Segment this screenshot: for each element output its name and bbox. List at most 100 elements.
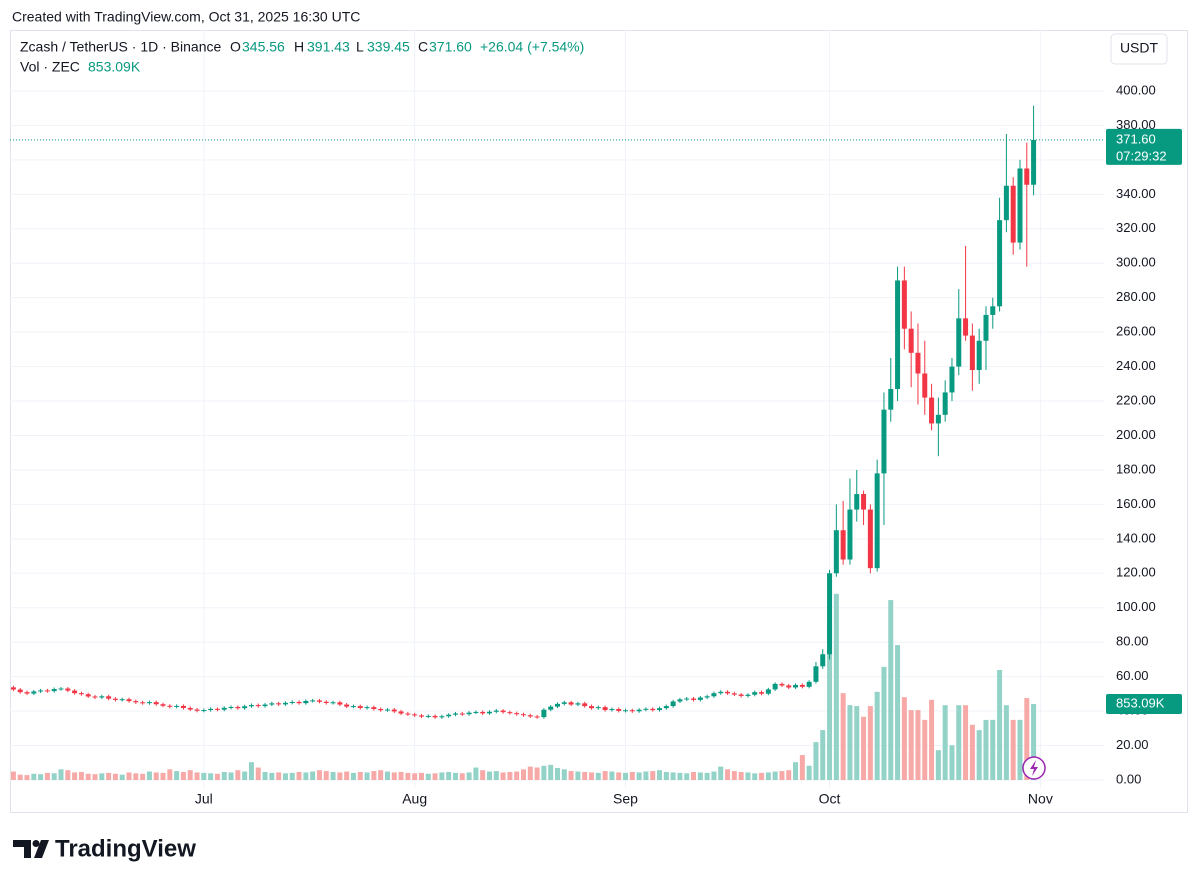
lightning bbox=[1030, 760, 1038, 776]
volume-bar bbox=[799, 755, 805, 780]
countdown: 07:29:32 bbox=[1116, 148, 1167, 163]
candle-body bbox=[643, 708, 649, 710]
volume-bar bbox=[153, 772, 159, 780]
volume-bar bbox=[650, 771, 656, 780]
volume-bar bbox=[38, 774, 44, 780]
candle-body bbox=[602, 707, 608, 711]
candle-body bbox=[289, 701, 295, 703]
candle-body bbox=[269, 703, 275, 705]
volume-bar bbox=[235, 770, 241, 780]
candle-body bbox=[78, 693, 84, 695]
volume-bar bbox=[942, 705, 948, 780]
y-tick-label: 220.00 bbox=[1116, 392, 1156, 407]
volume-bar bbox=[146, 771, 152, 780]
volume-bar bbox=[779, 771, 785, 780]
y-tick-label: 100.00 bbox=[1116, 599, 1156, 614]
volume-bar bbox=[956, 705, 962, 780]
volume-bar bbox=[65, 770, 71, 780]
volume-bar bbox=[357, 771, 363, 780]
volume-bar bbox=[459, 773, 465, 780]
ohlc-letter: L bbox=[356, 39, 364, 55]
volume-bar bbox=[534, 767, 540, 780]
candle-body bbox=[895, 280, 901, 389]
candle-body bbox=[405, 713, 411, 715]
candle-body bbox=[854, 494, 860, 510]
chart-frame bbox=[10, 30, 1188, 813]
volume-bar bbox=[44, 772, 50, 780]
price-tag bbox=[1106, 128, 1182, 165]
volume-bar bbox=[398, 771, 404, 780]
volume-bar bbox=[208, 773, 214, 780]
candle-body bbox=[589, 706, 595, 709]
volume-value: 853.09K bbox=[88, 59, 141, 75]
volume-bar bbox=[813, 742, 819, 780]
volume-bar bbox=[793, 762, 799, 780]
volume-bar bbox=[704, 772, 710, 780]
candle-body bbox=[555, 703, 560, 707]
candle-body bbox=[623, 710, 629, 712]
volume-bar bbox=[616, 772, 622, 780]
candle-body bbox=[493, 710, 499, 712]
volume-bar bbox=[568, 771, 574, 780]
candle-body bbox=[31, 691, 37, 694]
candle-body bbox=[85, 694, 91, 697]
candle-body bbox=[133, 701, 139, 703]
volume-bar bbox=[561, 769, 567, 780]
candle-body bbox=[446, 714, 452, 717]
volume-bar bbox=[452, 772, 458, 780]
ohlc-value: 391.43 bbox=[307, 39, 350, 55]
candle-body bbox=[126, 699, 132, 702]
candle-body bbox=[929, 397, 935, 424]
volume-bar bbox=[276, 772, 282, 780]
candle-body bbox=[486, 711, 492, 714]
volume-bar bbox=[72, 772, 78, 780]
y-tick-label: 0.00 bbox=[1116, 771, 1141, 786]
volume-bar bbox=[194, 772, 200, 780]
candle-body bbox=[344, 704, 350, 707]
candle-body bbox=[282, 702, 288, 705]
volume-bar bbox=[541, 765, 547, 780]
volume-bar bbox=[330, 771, 336, 780]
volume-bar bbox=[738, 771, 744, 780]
candle-body bbox=[228, 706, 234, 708]
volume-bar bbox=[412, 773, 418, 780]
volume-bar bbox=[677, 772, 683, 780]
volume-bar bbox=[384, 771, 390, 780]
candle-body bbox=[711, 693, 717, 697]
volume-bar bbox=[17, 774, 23, 780]
y-tick-label: 20.00 bbox=[1116, 737, 1149, 752]
volume-bar bbox=[24, 775, 30, 780]
volume-bar bbox=[78, 771, 84, 780]
candle-body bbox=[833, 530, 839, 574]
volume-bar bbox=[718, 766, 724, 780]
candle-body bbox=[357, 706, 363, 708]
candle-body bbox=[38, 690, 44, 692]
candle-body bbox=[140, 702, 146, 704]
candle-body bbox=[459, 713, 465, 715]
volume-bar bbox=[112, 773, 118, 780]
currency-button[interactable] bbox=[1110, 33, 1168, 65]
x-tick-label: Aug bbox=[402, 791, 427, 807]
candle-body bbox=[235, 706, 241, 709]
candle-body bbox=[527, 715, 533, 717]
candle-body bbox=[772, 683, 778, 690]
volume-bar bbox=[99, 773, 105, 780]
volume-bar bbox=[745, 772, 751, 780]
candle-body bbox=[636, 709, 642, 712]
volume-bar bbox=[1017, 719, 1023, 780]
volume-bar bbox=[969, 724, 975, 780]
candle-body bbox=[595, 707, 601, 709]
volume-bar bbox=[731, 771, 737, 780]
candle-body bbox=[58, 688, 64, 690]
ohlc-value: 345.56 bbox=[242, 39, 285, 55]
candle-body bbox=[174, 705, 180, 707]
volume-bar bbox=[629, 771, 635, 780]
candle-body bbox=[180, 705, 186, 708]
volume-bar bbox=[888, 600, 894, 780]
candle-body bbox=[466, 712, 472, 715]
candle-body bbox=[330, 702, 336, 704]
currency-label[interactable]: USDT bbox=[1120, 40, 1159, 56]
x-tick-label: Jul bbox=[195, 791, 213, 807]
candle-body bbox=[935, 414, 941, 424]
candle-body bbox=[337, 702, 343, 705]
